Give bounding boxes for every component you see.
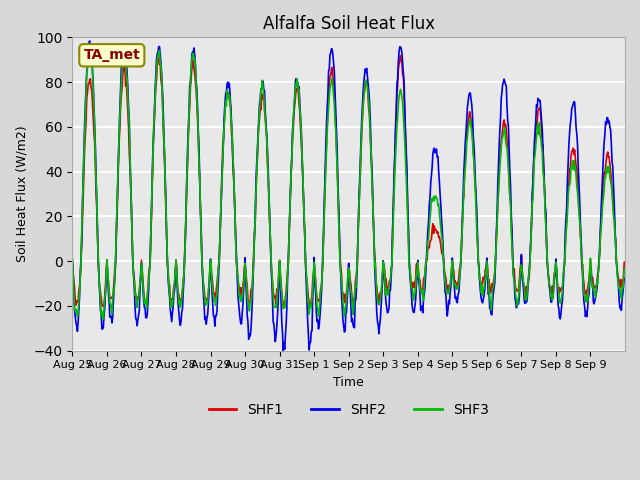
SHF2 (280, 350, 287, 356)
Y-axis label: Soil Heat Flux (W/m2): Soil Heat Flux (W/m2) (15, 126, 28, 263)
SHF3 (99, 317, 106, 323)
Line: SHF3: SHF3 (72, 48, 624, 320)
SHF1 (235, 281, 243, 287)
SHF2 (263, 131, 271, 137)
SHF1 (68, 257, 76, 263)
SHF2 (134, 317, 141, 323)
SHF2 (620, 275, 628, 281)
SHF1 (438, 249, 445, 254)
SHF3 (284, 262, 292, 268)
Line: SHF2: SHF2 (72, 41, 624, 353)
SHF1 (283, 278, 291, 284)
X-axis label: Time: Time (333, 376, 364, 389)
SHF2 (284, 260, 292, 265)
SHF3 (68, 257, 76, 263)
SHF1 (307, 305, 314, 311)
Title: Alfalfa Soil Heat Flux: Alfalfa Soil Heat Flux (262, 15, 435, 33)
SHF2 (438, 216, 445, 222)
Text: TA_met: TA_met (83, 48, 140, 62)
SHF1 (397, 53, 404, 59)
SHF3 (236, 295, 244, 301)
SHF1 (133, 298, 141, 304)
SHF3 (264, 150, 271, 156)
SHF2 (407, 281, 415, 287)
Legend: SHF1, SHF2, SHF3: SHF1, SHF2, SHF3 (203, 397, 494, 422)
SHF3 (438, 232, 445, 238)
SHF3 (135, 297, 143, 302)
SHF1 (620, 259, 628, 265)
SHF2 (236, 308, 243, 313)
SHF3 (86, 46, 93, 51)
SHF1 (407, 273, 415, 278)
SHF2 (68, 261, 76, 266)
SHF1 (262, 125, 270, 131)
SHF3 (620, 266, 628, 272)
SHF3 (407, 275, 415, 281)
Line: SHF1: SHF1 (72, 56, 624, 308)
SHF2 (86, 38, 93, 44)
